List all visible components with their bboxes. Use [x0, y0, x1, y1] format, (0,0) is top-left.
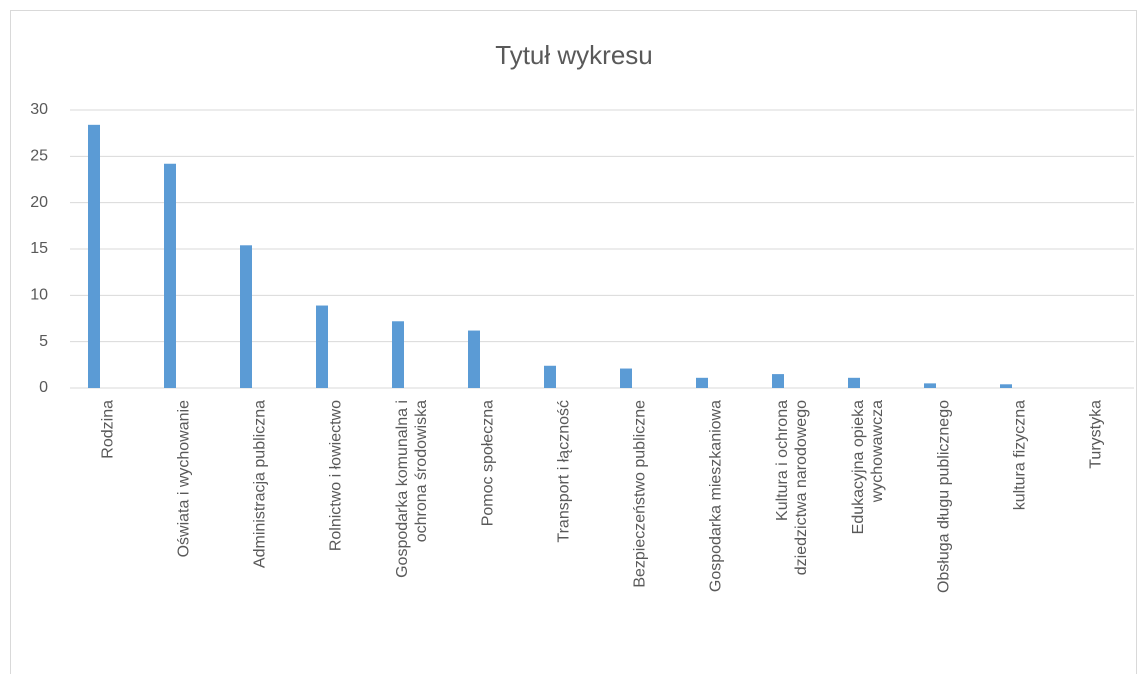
x-tick-label: Pomoc społeczna	[479, 400, 497, 527]
bar	[772, 374, 784, 388]
bar	[164, 163, 176, 388]
bar	[924, 383, 936, 388]
x-tick-label: Rolnictwo i łowiectwo	[327, 400, 345, 552]
bar	[696, 377, 708, 388]
chart-title: Tytuł wykresu	[495, 40, 653, 70]
x-tick-label: Rodzina	[99, 400, 117, 459]
y-tick-label: 15	[30, 240, 48, 257]
y-tick-label: 10	[30, 287, 48, 304]
bar	[620, 368, 632, 388]
x-tick-label: Oświata i wychowanie	[175, 400, 193, 558]
chart-border	[10, 10, 1137, 674]
x-tick-label: Gospodarka komunalna i ochrona środowisk…	[394, 400, 430, 578]
bar	[240, 245, 252, 388]
y-tick-label: 25	[30, 148, 48, 165]
bar	[316, 305, 328, 388]
x-tick-label: kultura fizyczna	[1011, 400, 1029, 511]
x-tick-label: Edukacyjna opieka wychowawcza	[850, 400, 886, 535]
bar	[544, 365, 556, 388]
bar	[1000, 384, 1012, 388]
x-tick-label: Bezpieczeństwo publiczne	[631, 400, 649, 588]
y-tick-label: 5	[39, 333, 48, 350]
x-tick-label: Gospodarka mieszkaniowa	[707, 400, 725, 593]
bar	[468, 330, 480, 388]
x-tick-label: Obsługa długu publicznego	[935, 400, 953, 594]
y-tick-label: 0	[39, 379, 48, 396]
bar	[88, 124, 100, 389]
y-tick-label: 30	[30, 101, 48, 118]
bar	[848, 377, 860, 388]
x-tick-label: Kultura i ochrona dziedzictwa narodowego	[774, 400, 810, 576]
x-tick-label: Administracja publiczna	[251, 400, 269, 569]
x-tick-label: Turystyka	[1087, 400, 1105, 469]
bar	[392, 321, 404, 388]
y-tick-label: 20	[30, 194, 48, 211]
x-tick-label: Transport i łączność	[555, 400, 573, 543]
